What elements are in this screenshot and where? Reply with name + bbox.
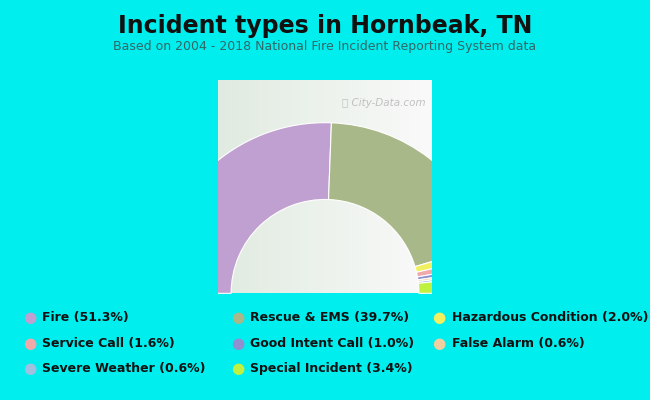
Text: ●: ●	[432, 310, 445, 326]
Wedge shape	[418, 272, 495, 283]
Text: ●: ●	[231, 336, 244, 351]
Wedge shape	[419, 275, 496, 293]
Text: Special Incident (3.4%): Special Incident (3.4%)	[250, 362, 413, 375]
Text: Rescue & EMS (39.7%): Rescue & EMS (39.7%)	[250, 312, 410, 324]
Wedge shape	[154, 123, 332, 293]
Text: Incident types in Hornbeak, TN: Incident types in Hornbeak, TN	[118, 14, 532, 38]
Text: ●: ●	[23, 336, 36, 351]
Text: ●: ●	[23, 310, 36, 326]
Wedge shape	[417, 264, 494, 280]
Text: Hazardous Condition (2.0%): Hazardous Condition (2.0%)	[452, 312, 648, 324]
Wedge shape	[417, 255, 493, 277]
Text: Fire (51.3%): Fire (51.3%)	[42, 312, 129, 324]
Text: ●: ●	[231, 361, 244, 376]
Text: Service Call (1.6%): Service Call (1.6%)	[42, 337, 175, 350]
Text: ●: ●	[231, 310, 244, 326]
Wedge shape	[418, 269, 495, 282]
Wedge shape	[415, 245, 491, 272]
Text: ●: ●	[23, 361, 36, 376]
Text: Good Intent Call (1.0%): Good Intent Call (1.0%)	[250, 337, 415, 350]
Text: Based on 2004 - 2018 National Fire Incident Reporting System data: Based on 2004 - 2018 National Fire Incid…	[114, 40, 536, 53]
Text: False Alarm (0.6%): False Alarm (0.6%)	[452, 337, 584, 350]
Text: ⓘ City-Data.com: ⓘ City-Data.com	[342, 98, 425, 108]
Text: ●: ●	[432, 336, 445, 351]
Wedge shape	[328, 123, 489, 267]
Text: Severe Weather (0.6%): Severe Weather (0.6%)	[42, 362, 206, 375]
